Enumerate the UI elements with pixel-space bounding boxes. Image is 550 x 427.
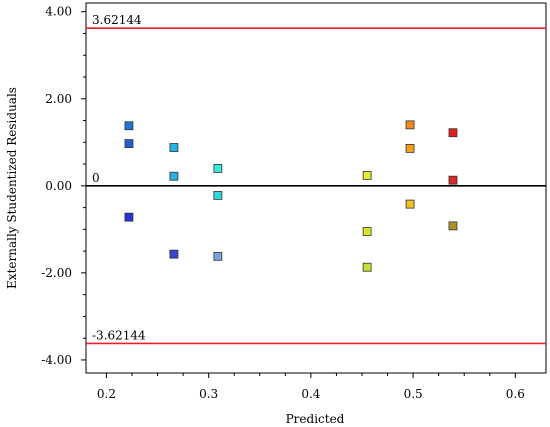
data-point <box>169 171 179 181</box>
y-tick-label: 2.00 <box>45 92 72 106</box>
data-point <box>124 212 134 222</box>
y-tick-label: -2.00 <box>41 266 72 280</box>
data-point <box>213 164 223 173</box>
x-tick-label: 0.4 <box>301 387 320 401</box>
plot-area: 4.00 2.00 0.00 -2.00 -4.00 0.2 0.3 0.4 0.5 0.6 3.6… <box>41 2 547 401</box>
data-point <box>405 120 415 130</box>
data-point <box>213 251 223 261</box>
data-point <box>169 249 179 259</box>
x-tick-label: 0.6 <box>506 387 525 401</box>
reference-line-label: -3.62144 <box>92 328 146 342</box>
x-tick-label: 0.2 <box>97 387 116 401</box>
plot-frame <box>85 2 547 374</box>
x-tick-label: 0.5 <box>404 387 423 401</box>
data-point <box>362 262 372 272</box>
data-point <box>448 175 458 185</box>
data-point <box>124 139 134 149</box>
y-tick-label: -4.00 <box>41 353 72 367</box>
data-point <box>362 170 372 180</box>
data-point <box>362 227 372 236</box>
data-point <box>448 221 458 231</box>
reference-line-label: 0 <box>92 171 100 185</box>
data-point <box>169 143 179 152</box>
data-point <box>405 143 415 153</box>
data-point <box>448 128 458 138</box>
y-tick-label: 0.00 <box>45 179 72 193</box>
x-axis-title: Predicted <box>286 412 345 426</box>
reference-line-label: 3.62144 <box>92 13 142 27</box>
x-tick-label: 0.3 <box>199 387 218 401</box>
data-point <box>124 121 134 131</box>
y-axis-title: Externally Studentized Residuals <box>5 87 19 289</box>
data-point <box>405 199 415 209</box>
y-tick-label: 4.00 <box>45 5 72 19</box>
data-point <box>213 190 223 200</box>
